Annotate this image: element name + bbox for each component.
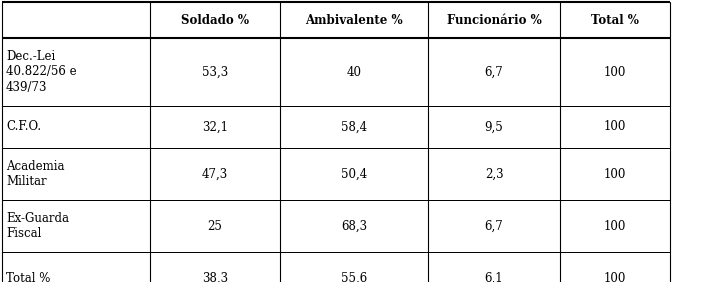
Text: 2,3: 2,3 <box>484 168 503 180</box>
Bar <box>428 2 560 38</box>
Text: 100: 100 <box>604 168 626 180</box>
Bar <box>560 38 670 106</box>
Text: 100: 100 <box>604 272 626 282</box>
Text: 6,7: 6,7 <box>484 65 503 78</box>
Bar <box>2 38 150 106</box>
Bar <box>428 252 560 282</box>
Bar <box>2 2 150 38</box>
Text: 100: 100 <box>604 65 626 78</box>
Bar <box>150 38 280 106</box>
Text: Funcionário %: Funcionário % <box>446 14 541 27</box>
Bar <box>280 148 428 200</box>
Bar <box>2 106 150 148</box>
Text: Ex-Guarda
Fiscal: Ex-Guarda Fiscal <box>6 212 69 240</box>
Text: 38,3: 38,3 <box>202 272 228 282</box>
Text: C.F.O.: C.F.O. <box>6 120 41 133</box>
Bar <box>560 200 670 252</box>
Text: Dec.-Lei
40.822/56 e
439/73: Dec.-Lei 40.822/56 e 439/73 <box>6 50 77 94</box>
Bar <box>280 38 428 106</box>
Text: Soldado %: Soldado % <box>181 14 249 27</box>
Text: 68,3: 68,3 <box>341 219 367 232</box>
Bar <box>428 38 560 106</box>
Text: Total %: Total % <box>6 272 51 282</box>
Bar <box>150 200 280 252</box>
Bar <box>280 106 428 148</box>
Bar <box>280 2 428 38</box>
Bar <box>280 200 428 252</box>
Text: 32,1: 32,1 <box>202 120 228 133</box>
Text: 50,4: 50,4 <box>341 168 367 180</box>
Text: 6,1: 6,1 <box>484 272 503 282</box>
Bar <box>150 148 280 200</box>
Text: Academia
Militar: Academia Militar <box>6 160 65 188</box>
Text: 58,4: 58,4 <box>341 120 367 133</box>
Text: 6,7: 6,7 <box>484 219 503 232</box>
Text: 47,3: 47,3 <box>202 168 228 180</box>
Text: 100: 100 <box>604 219 626 232</box>
Text: 53,3: 53,3 <box>202 65 228 78</box>
Bar <box>428 200 560 252</box>
Text: Total %: Total % <box>591 14 639 27</box>
Text: 25: 25 <box>208 219 222 232</box>
Bar <box>560 252 670 282</box>
Bar <box>2 148 150 200</box>
Bar <box>560 2 670 38</box>
Text: 55,6: 55,6 <box>341 272 367 282</box>
Bar <box>150 106 280 148</box>
Bar <box>2 200 150 252</box>
Bar <box>280 252 428 282</box>
Bar <box>560 148 670 200</box>
Text: 9,5: 9,5 <box>484 120 503 133</box>
Text: Ambivalente %: Ambivalente % <box>306 14 403 27</box>
Bar <box>2 252 150 282</box>
Text: 100: 100 <box>604 120 626 133</box>
Bar <box>428 148 560 200</box>
Bar <box>150 252 280 282</box>
Bar <box>150 2 280 38</box>
Bar <box>560 106 670 148</box>
Text: 40: 40 <box>346 65 361 78</box>
Bar <box>428 106 560 148</box>
